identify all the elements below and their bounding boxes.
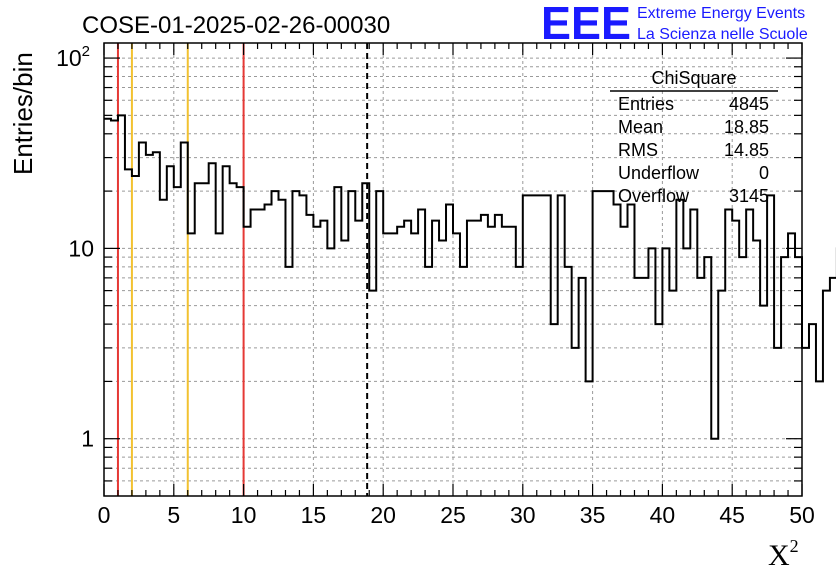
stats-title: ChiSquare (651, 68, 736, 88)
stats-label: RMS (618, 140, 658, 160)
chart-title: COSE-01-2025-02-26-00030 (82, 12, 390, 39)
axis-ticks (103, 43, 803, 496)
stats-row-entries: Entries 4845 (618, 94, 769, 114)
stats-label: Underflow (618, 163, 700, 183)
logo-line-2: La Scienza nelle Scuole (637, 26, 808, 43)
stats-row-overflow: Overflow 3145 (618, 186, 769, 206)
y-axis-title: Entries/bin (8, 52, 38, 175)
y-tick-label: 10 (68, 235, 94, 261)
x-tick-label: 40 (650, 502, 676, 528)
y-tick-label: 1 (81, 426, 94, 452)
x-tick-label: 30 (510, 502, 536, 528)
histogram-outline (104, 114, 836, 440)
eee-logo: EEE Extreme Energy Events La Scienza nel… (541, 0, 808, 49)
grid-lines (104, 43, 802, 496)
stats-row-mean: Mean 18.85 (618, 117, 769, 137)
x-tick-label: 0 (98, 502, 111, 528)
x-tick-label: 45 (719, 502, 745, 528)
x-tick-label: 50 (789, 502, 815, 528)
y-tick-label-exponent: 2 (82, 43, 90, 60)
stats-value: 0 (759, 163, 769, 183)
stats-value: 18.85 (724, 117, 769, 137)
x-tick-label: 15 (301, 502, 327, 528)
y-tick-label-base: 10 (56, 45, 82, 71)
x-tick-label: 20 (370, 502, 396, 528)
x-axis-title: X2 (768, 536, 799, 572)
x-axis-title-superscript: 2 (790, 536, 799, 556)
x-tick-label: 25 (440, 502, 466, 528)
x-tick-label: 5 (167, 502, 180, 528)
stats-row-rms: RMS 14.85 (618, 140, 769, 160)
stats-label: Mean (618, 117, 663, 137)
x-tick-label: 10 (231, 502, 257, 528)
stats-value: 4845 (729, 94, 769, 114)
x-axis-title-symbol: X (768, 539, 790, 572)
stats-row-underflow: Underflow 0 (618, 163, 769, 183)
logo-letters: EEE (541, 0, 631, 49)
stats-value: 14.85 (724, 140, 769, 160)
stats-label: Overflow (618, 186, 690, 206)
stats-box: ChiSquare Entries 4845 Mean 18.85 RMS 14… (610, 68, 778, 206)
stats-value: 3145 (729, 186, 769, 206)
stats-label: Entries (618, 94, 674, 114)
x-axis-tick-labels: 0 5 10 15 20 25 30 35 40 45 50 (98, 502, 815, 528)
reference-lines (116, 43, 369, 496)
y-tick-label: 102 (56, 43, 90, 71)
x-tick-label: 35 (580, 502, 606, 528)
logo-line-1: Extreme Energy Events (637, 5, 805, 22)
